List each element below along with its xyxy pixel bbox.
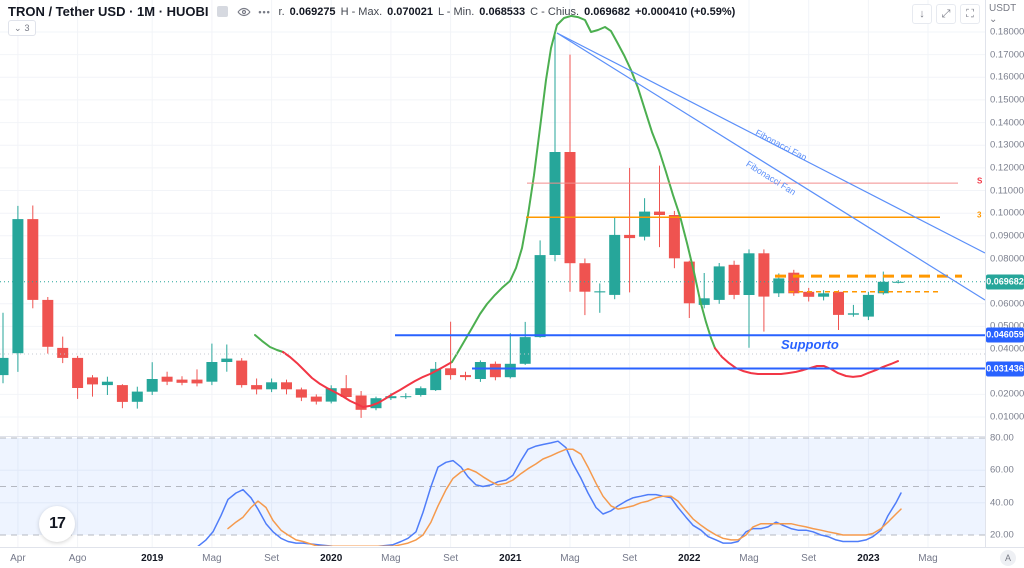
pane-toolbar: ↓ ⤢ ⛶ — [912, 4, 980, 24]
indicator-count: 3 — [24, 23, 30, 33]
price-badge: 0.031436 — [986, 361, 1024, 376]
legend-collapse-button[interactable]: ⌄ 3 — [8, 20, 36, 36]
time-axis-label: 2023 — [857, 553, 880, 564]
thumbnail-icon[interactable] — [216, 5, 230, 19]
indicator-pane — [0, 437, 985, 536]
ohlc-values: r. 0.069275 H - Max. 0.070021 L - Min. 0… — [279, 6, 736, 18]
chevron-down-icon: ⌄ — [14, 22, 22, 33]
maximize-pane-icon[interactable]: ⤢ — [936, 4, 956, 24]
price-badge: 0.046059 — [986, 327, 1024, 343]
high-value: 0.070021 — [387, 5, 434, 18]
fullscreen-icon[interactable]: ⛶ — [960, 4, 980, 24]
time-axis[interactable]: Apr Ago 2019 Mag Set 2020 Mag Set 2021 Mag Set 2022… — [0, 547, 1024, 568]
more-options-icon[interactable]: ••• — [258, 6, 271, 17]
change-value: +0.000410 (+0.59%) — [634, 5, 736, 18]
symbol-title[interactable]: TRON / Tether USD · 1M · HUOBI — [8, 4, 209, 19]
time-axis-label: Set — [264, 553, 280, 564]
time-axis-label: Mag — [560, 553, 580, 564]
line-axis-mark: 3 — [977, 210, 982, 220]
time-axis-label: Apr — [10, 553, 26, 564]
indicator-axis-label: 60.00 — [990, 464, 1014, 476]
time-axis-label: Set — [443, 553, 459, 564]
stoch-line-d — [227, 448, 902, 546]
low-value: 0.068533 — [479, 5, 526, 18]
time-axis-label: 2022 — [678, 553, 701, 564]
close-value: 0.069682 — [584, 5, 630, 18]
time-axis-label: Set — [622, 553, 638, 564]
horizontal-line-drawings[interactable] — [0, 182, 985, 370]
time-axis-label: 2019 — [141, 553, 164, 564]
time-axis-label: 2020 — [320, 553, 343, 564]
supporto-drawing-label[interactable]: Supporto — [781, 337, 839, 352]
time-axis-label: Mag — [918, 553, 938, 564]
indicator-axis-label: 40.00 — [990, 497, 1014, 509]
high-label: H - Max. — [340, 5, 383, 18]
open-label: r. — [278, 5, 285, 18]
time-axis-label: Mag — [381, 553, 401, 564]
price-badge: 0.069682 — [986, 274, 1024, 290]
time-axis-label: Set — [801, 553, 817, 564]
accessibility-button[interactable]: A — [1000, 550, 1016, 566]
grid-lines — [0, 0, 985, 547]
time-axis-label: Mag — [739, 553, 759, 564]
eye-icon[interactable] — [237, 5, 251, 19]
indicator-axis-label: 80.00 — [990, 432, 1014, 444]
indicator-axis-label: 20.00 — [990, 529, 1014, 541]
close-label: C - Chius. — [530, 5, 580, 18]
chart-legend[interactable]: TRON / Tether USD · 1M · HUOBI ••• r. 0.… — [8, 4, 735, 19]
time-axis-label: 2021 — [499, 553, 522, 564]
scroll-to-recent-icon[interactable]: ↓ — [912, 4, 932, 24]
fibonacci-fan-drawing[interactable] — [556, 32, 986, 301]
line-axis-mark: S — [977, 176, 983, 186]
candlestick-series — [0, 32, 904, 418]
open-value: 0.069275 — [289, 5, 336, 18]
tradingview-logo[interactable]: 17 — [39, 506, 75, 542]
currency-selector[interactable]: USDT ⌄ — [989, 3, 1017, 25]
price-axis-label: 0.010000 — [990, 411, 1024, 423]
low-label: L - Min. — [438, 5, 475, 18]
time-axis-label: Mag — [202, 553, 222, 564]
time-axis-label: Ago — [68, 553, 87, 564]
